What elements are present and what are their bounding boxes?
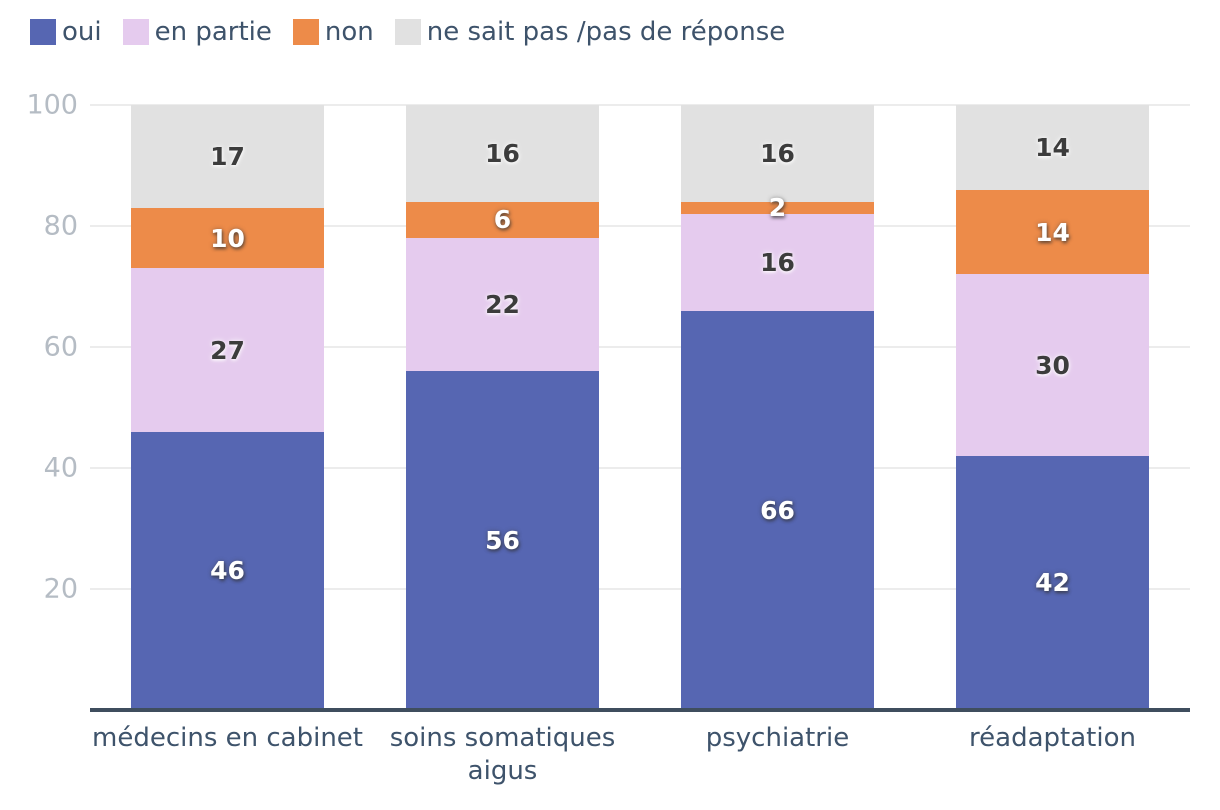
legend-item-3: ne sait pas /pas de réponse bbox=[394, 17, 786, 47]
x-axis-label-2: psychiatrie bbox=[705, 723, 850, 753]
bar-segment-1-2: 6 bbox=[406, 201, 599, 239]
chart-legend: oui en partie non ne sait pas /pas de répon… bbox=[30, 17, 785, 47]
bar-column-1: 56 22 6 16 bbox=[406, 105, 599, 710]
bar-value-label: 46 bbox=[210, 556, 245, 586]
legend-item-1: en partie bbox=[122, 17, 272, 47]
bar-segment-0-3: 17 bbox=[131, 105, 324, 208]
bar-column-0: 46 27 10 17 bbox=[131, 105, 324, 710]
legend-swatch bbox=[394, 19, 421, 45]
x-axis-label-3: réadaptation bbox=[969, 723, 1136, 753]
x-axis-label-1: soins somatiques aigus bbox=[389, 723, 616, 786]
bar-value-label: 16 bbox=[760, 247, 795, 277]
legend-swatch bbox=[30, 19, 56, 45]
gridline-20 bbox=[90, 588, 1190, 590]
bar-column-3: 42 30 14 14 bbox=[956, 105, 1149, 710]
bar-segment-3-2: 14 bbox=[956, 189, 1149, 275]
bar-segment-2-0: 66 bbox=[681, 310, 874, 710]
bar-value-label: 27 bbox=[210, 335, 245, 365]
bar-segment-2-1: 16 bbox=[681, 213, 874, 311]
legend-label: en partie bbox=[154, 17, 272, 47]
bar-value-label: 14 bbox=[1035, 217, 1070, 247]
bar-value-label: 30 bbox=[1035, 350, 1070, 380]
bar-value-label: 10 bbox=[210, 223, 245, 253]
bar-value-label: 66 bbox=[760, 495, 795, 525]
legend-swatch bbox=[292, 19, 319, 45]
x-axis-label-0: médecins en cabinet bbox=[92, 723, 363, 753]
legend-label: ne sait pas /pas de réponse bbox=[426, 17, 786, 47]
bar-value-label: 14 bbox=[1035, 132, 1070, 162]
bar-value-label: 56 bbox=[485, 526, 520, 556]
bar-segment-0-1: 27 bbox=[131, 268, 324, 432]
y-tick-label-80: 80 bbox=[43, 210, 78, 242]
bar-value-label: 17 bbox=[210, 141, 245, 171]
bar-segment-1-1: 22 bbox=[406, 238, 599, 372]
gridline-100 bbox=[90, 104, 1190, 106]
y-tick-label-20: 20 bbox=[43, 573, 78, 605]
y-tick-label-40: 40 bbox=[43, 452, 78, 484]
bar-segment-1-3: 16 bbox=[406, 105, 599, 202]
legend-item-2: non bbox=[292, 17, 374, 47]
bar-segment-0-2: 10 bbox=[131, 207, 324, 269]
plot-area: 46 27 10 17 56 22 6 16 66 16 2 16 42 30 14 14 bbox=[90, 104, 1190, 712]
bar-segment-3-1: 30 bbox=[956, 274, 1149, 456]
bar-value-label: 22 bbox=[485, 290, 520, 320]
legend-item-0: oui bbox=[30, 17, 102, 47]
bar-segment-1-0: 56 bbox=[406, 371, 599, 710]
bar-segment-2-3: 16 bbox=[681, 105, 874, 202]
gridline-80 bbox=[90, 225, 1190, 227]
bar-segment-0-0: 46 bbox=[131, 431, 324, 710]
bar-value-label: 16 bbox=[760, 138, 795, 168]
gridline-40 bbox=[90, 467, 1190, 469]
bar-segment-3-0: 42 bbox=[956, 455, 1149, 710]
y-tick-label-100: 100 bbox=[26, 89, 78, 121]
bar-value-label: 16 bbox=[485, 138, 520, 168]
gridline-60 bbox=[90, 346, 1190, 348]
bar-column-2: 66 16 2 16 bbox=[681, 105, 874, 710]
legend-swatch bbox=[122, 19, 149, 45]
bar-segment-2-2: 2 bbox=[681, 195, 874, 220]
legend-label: oui bbox=[62, 17, 102, 47]
bar-value-label: 2 bbox=[768, 193, 787, 223]
bar-value-label: 42 bbox=[1035, 568, 1070, 598]
x-axis-line bbox=[90, 708, 1190, 712]
bar-segment-3-3: 14 bbox=[956, 105, 1149, 190]
legend-label: non bbox=[324, 17, 374, 47]
y-tick-label-60: 60 bbox=[43, 331, 78, 363]
bar-value-label: 6 bbox=[493, 205, 512, 235]
